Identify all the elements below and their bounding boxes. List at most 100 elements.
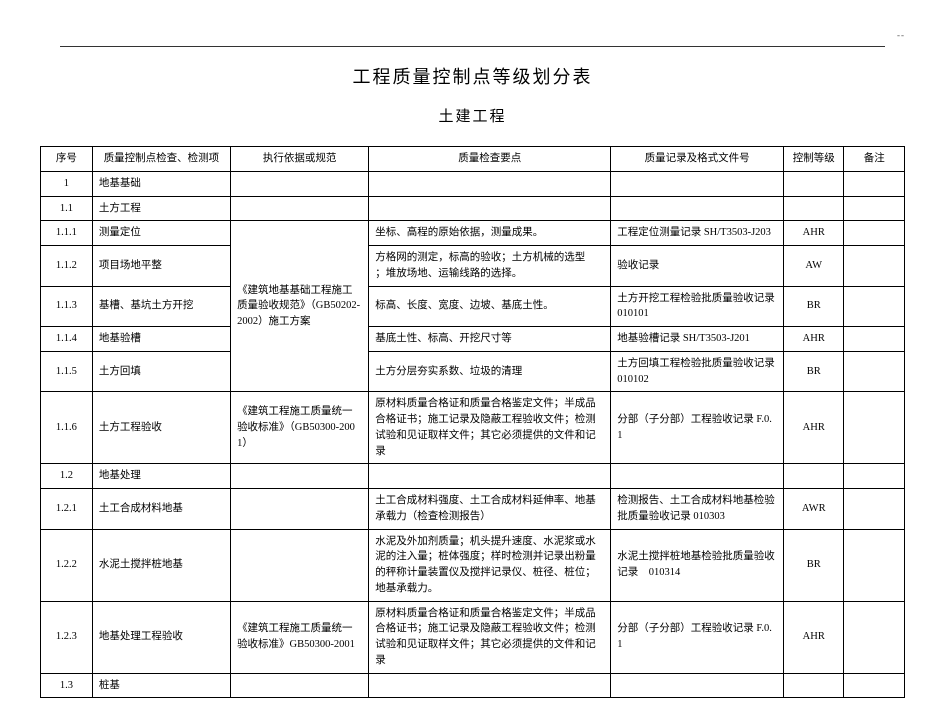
cell-empty — [369, 196, 611, 221]
table-row: 1地基基础 — [41, 171, 905, 196]
cell-note — [844, 529, 905, 601]
cell-note — [844, 246, 905, 287]
cell-rec: 土方回填工程检验批质量验收记录 010102 — [611, 351, 784, 392]
cell-item: 地基处理工程验收 — [92, 601, 230, 673]
header-seq: 序号 — [41, 147, 93, 172]
header-rec: 质量记录及格式文件号 — [611, 147, 784, 172]
cell-level: BR — [784, 286, 844, 327]
cell-item: 项目场地平整 — [92, 246, 230, 287]
cell-item: 土方回填 — [92, 351, 230, 392]
cell-note — [844, 351, 905, 392]
cell-seq: 1.1 — [41, 196, 93, 221]
cell-req: 土工合成材料强度、土工合成材料延伸率、地基承载力（检查检测报告） — [369, 489, 611, 530]
cell-rec: 验收记录 — [611, 246, 784, 287]
cell-item: 地基基础 — [92, 171, 230, 196]
cell-seq: 1.2.1 — [41, 489, 93, 530]
header-note: 备注 — [844, 147, 905, 172]
cell-item: 地基验槽 — [92, 327, 230, 352]
table-row: 1.1.4地基验槽 基底土性、标高、开挖尺寸等地基验槽记录 SH/T3503-J2… — [41, 327, 905, 352]
table-row: 1.1.3基槽、基坑土方开挖 标高、长度、宽度、边坡、基底土性。土方开挖工程检验批… — [41, 286, 905, 327]
cell-note — [844, 221, 905, 246]
cell-rec: 工程定位测量记录 SH/T3503-J203 — [611, 221, 784, 246]
cell-seq: 1.2.2 — [41, 529, 93, 601]
cell-empty — [231, 464, 369, 489]
cell-seq: 1.3 — [41, 673, 93, 698]
cell-empty — [784, 464, 844, 489]
cell-level: AHR — [784, 392, 844, 464]
cell-empty — [844, 464, 905, 489]
table-row: 1.2.3地基处理工程验收《建筑工程施工质量统一验收标准》GB50300-200… — [41, 601, 905, 673]
cell-seq: 1.2 — [41, 464, 93, 489]
page-subtitle: 土建工程 — [40, 105, 905, 126]
cell-req: 土方分层夯实系数、垃圾的清理 — [369, 351, 611, 392]
cell-item: 土工合成材料地基 — [92, 489, 230, 530]
cell-level: BR — [784, 351, 844, 392]
cell-basis — [231, 489, 369, 530]
cell-note — [844, 601, 905, 673]
cell-empty — [231, 673, 369, 698]
cell-empty — [611, 171, 784, 196]
cell-item: 基槽、基坑土方开挖 — [92, 286, 230, 327]
table-row: 1.2.1土工合成材料地基 土工合成材料强度、土工合成材料延伸率、地基承载力（检查… — [41, 489, 905, 530]
cell-rec: 分部（子分部）工程验收记录 F.0.1 — [611, 392, 784, 464]
cell-rec: 地基验槽记录 SH/T3503-J201 — [611, 327, 784, 352]
cell-rec: 土方开挖工程检验批质量验收记录 010101 — [611, 286, 784, 327]
cell-seq: 1.2.3 — [41, 601, 93, 673]
quality-control-table: 序号 质量控制点检查、检测项 执行依据或规范 质量检查要点 质量记录及格式文件号… — [40, 146, 905, 698]
cell-empty — [611, 673, 784, 698]
cell-empty — [844, 673, 905, 698]
cell-empty — [611, 196, 784, 221]
cell-note — [844, 327, 905, 352]
cell-seq: 1.1.4 — [41, 327, 93, 352]
page-title: 工程质量控制点等级划分表 — [40, 63, 905, 89]
cell-empty — [231, 171, 369, 196]
header-level: 控制等级 — [784, 147, 844, 172]
table-row: 1.1.6土方工程验收《建筑工程施工质量统一验收标准》（GB50300-2001… — [41, 392, 905, 464]
cell-note — [844, 489, 905, 530]
cell-level: AW — [784, 246, 844, 287]
cell-level: AHR — [784, 601, 844, 673]
cell-item: 测量定位 — [92, 221, 230, 246]
cell-req: 标高、长度、宽度、边坡、基底土性。 — [369, 286, 611, 327]
cell-item: 地基处理 — [92, 464, 230, 489]
table-row: 1.1.5土方回填 土方分层夯实系数、垃圾的清理土方回填工程检验批质量验收记录 0… — [41, 351, 905, 392]
header-req: 质量检查要点 — [369, 147, 611, 172]
table-row: 1.1.1测量定位《建筑地基基础工程施工质量验收规范》（GB50202-2002… — [41, 221, 905, 246]
cell-empty — [844, 171, 905, 196]
cell-level: AHR — [784, 221, 844, 246]
table-row: 1.2地基处理 — [41, 464, 905, 489]
cell-basis — [231, 529, 369, 601]
cell-item: 桩基 — [92, 673, 230, 698]
cell-req: 基底土性、标高、开挖尺寸等 — [369, 327, 611, 352]
cell-basis: 《建筑工程施工质量统一验收标准》（GB50300-2001） — [231, 392, 369, 464]
cell-basis: 《建筑工程施工质量统一验收标准》GB50300-2001 — [231, 601, 369, 673]
cell-item: 水泥土搅拌桩地基 — [92, 529, 230, 601]
cell-empty — [611, 464, 784, 489]
cell-seq: 1.1.1 — [41, 221, 93, 246]
cell-seq: 1.1.3 — [41, 286, 93, 327]
table-row: 1.3桩基 — [41, 673, 905, 698]
cell-level: AWR — [784, 489, 844, 530]
cell-seq: 1.1.5 — [41, 351, 93, 392]
cell-rec: 分部（子分部）工程验收记录 F.0.1 — [611, 601, 784, 673]
header-item: 质量控制点检查、检测项 — [92, 147, 230, 172]
cell-note — [844, 392, 905, 464]
page-marker: -- — [40, 30, 905, 40]
cell-empty — [844, 196, 905, 221]
cell-seq: 1.1.6 — [41, 392, 93, 464]
cell-empty — [369, 464, 611, 489]
table-row: 1.1土方工程 — [41, 196, 905, 221]
cell-item: 土方工程 — [92, 196, 230, 221]
cell-item: 土方工程验收 — [92, 392, 230, 464]
cell-empty — [784, 673, 844, 698]
table-header-row: 序号 质量控制点检查、检测项 执行依据或规范 质量检查要点 质量记录及格式文件号… — [41, 147, 905, 172]
cell-note — [844, 286, 905, 327]
cell-level: BR — [784, 529, 844, 601]
cell-empty — [784, 196, 844, 221]
cell-empty — [784, 171, 844, 196]
table-row: 1.1.2项目场地平整方格网的测定，标高的验收；土方机械的选型 ；堆放场地、运输… — [41, 246, 905, 287]
cell-rec: 检测报告、土工合成材料地基检验批质量验收记录 010303 — [611, 489, 784, 530]
cell-basis: 《建筑地基基础工程施工质量验收规范》（GB50202-2002）施工方案 — [231, 221, 369, 392]
cell-empty — [369, 171, 611, 196]
cell-req: 原材料质量合格证和质量合格鉴定文件；半成品合格证书；施工记录及隐蔽工程验收文件；… — [369, 601, 611, 673]
